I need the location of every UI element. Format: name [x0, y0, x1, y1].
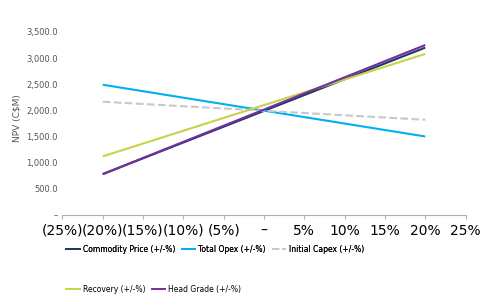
Total Opex (+/-%)	[422, 135, 428, 138]
Recovery (+/-%)	[422, 52, 428, 56]
Recovery (+/-%)	[100, 154, 106, 158]
Legend: Commodity Price (+/-%), Total Opex (+/-%), Initial Capex (+/-%): Commodity Price (+/-%), Total Opex (+/-%…	[66, 245, 364, 254]
Commodity Price (+/-%)	[100, 172, 106, 176]
Total Opex (+/-%)	[100, 83, 106, 87]
Commodity Price (+/-%)	[422, 46, 428, 49]
Line: Recovery (+/-%): Recovery (+/-%)	[103, 54, 425, 156]
Line: Head Grade (+/-%): Head Grade (+/-%)	[103, 45, 425, 174]
Head Grade (+/-%)	[422, 43, 428, 47]
Initial Capex (+/-%)	[100, 100, 106, 103]
Y-axis label: NPV (C$M): NPV (C$M)	[13, 94, 22, 142]
Initial Capex (+/-%)	[422, 118, 428, 122]
Legend: Recovery (+/-%), Head Grade (+/-%): Recovery (+/-%), Head Grade (+/-%)	[66, 285, 241, 294]
Line: Initial Capex (+/-%): Initial Capex (+/-%)	[103, 102, 425, 120]
Head Grade (+/-%)	[100, 172, 106, 176]
Line: Commodity Price (+/-%): Commodity Price (+/-%)	[103, 48, 425, 174]
Line: Total Opex (+/-%): Total Opex (+/-%)	[103, 85, 425, 137]
